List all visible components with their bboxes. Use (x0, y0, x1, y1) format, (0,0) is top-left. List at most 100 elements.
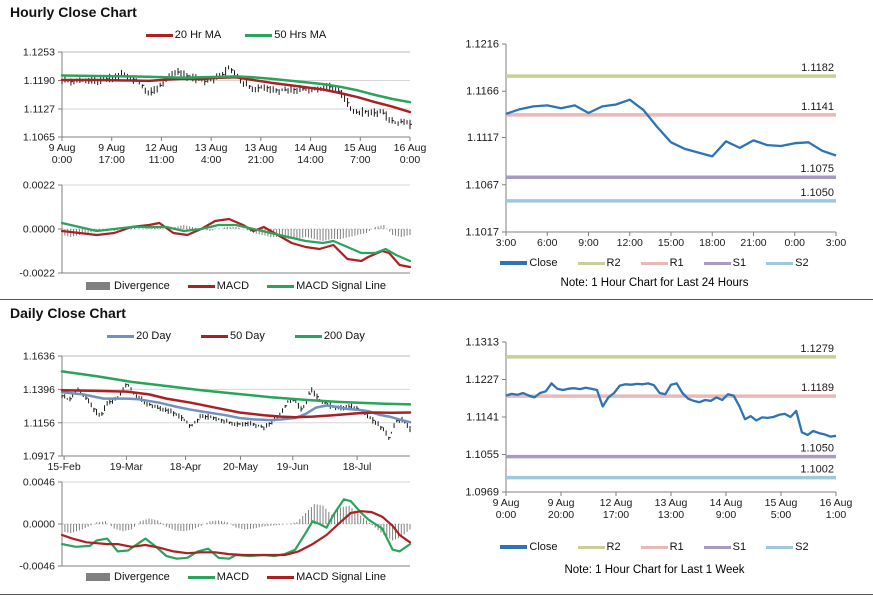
legend-item-divergence: Divergence (86, 280, 170, 292)
svg-text:11:00: 11:00 (149, 154, 175, 166)
svg-text:1.1313: 1.1313 (465, 337, 499, 349)
svg-text:15 Aug: 15 Aug (765, 497, 798, 509)
svg-text:14 Aug: 14 Aug (710, 497, 743, 509)
line-swatch (201, 334, 228, 338)
hourly-ma-legend: 20 Hr MA 50 Hrs MA (60, 29, 412, 41)
legend-label: S1 (732, 257, 747, 269)
line-swatch (187, 284, 215, 288)
svg-text:3:00: 3:00 (496, 237, 517, 249)
legend-item-r2: R2 (577, 541, 621, 553)
svg-text:14 Aug: 14 Aug (294, 142, 327, 154)
svg-text:15-Feb: 15-Feb (47, 461, 80, 473)
svg-text:7:00: 7:00 (350, 154, 371, 166)
hourly-macd-chart: 0.0022 0.0000 -0.0022 (19, 180, 412, 280)
daily-macd-legend: Divergence MACD MACD Signal Line (60, 571, 412, 583)
line-swatch (640, 261, 668, 265)
line-swatch (766, 261, 794, 265)
legend-label: R2 (606, 541, 621, 553)
svg-text:1.1117: 1.1117 (467, 132, 499, 144)
svg-text:13 Aug: 13 Aug (195, 142, 228, 154)
svg-text:1.1017: 1.1017 (465, 227, 499, 239)
svg-text:9 Aug: 9 Aug (98, 142, 125, 154)
legend-item-s2: S2 (766, 541, 809, 553)
legend-label: R1 (669, 257, 684, 269)
svg-text:0.0000: 0.0000 (23, 224, 55, 236)
legend-label: S1 (732, 541, 747, 553)
legend-item-r1: R1 (640, 541, 684, 553)
svg-text:1.1253: 1.1253 (23, 47, 55, 59)
svg-text:1.1166: 1.1166 (466, 86, 499, 98)
legend-item-200day: 200 Day (294, 330, 365, 342)
legend-label: 200 Day (323, 330, 365, 342)
svg-text:14:00: 14:00 (297, 154, 323, 166)
legend-label: R1 (669, 541, 684, 553)
hourly-pivot-note: Note: 1 Hour Chart for Last 24 Hours (560, 277, 749, 289)
bar-swatch (86, 573, 111, 581)
legend-item-s1: S1 (703, 541, 747, 553)
svg-text:1.1636: 1.1636 (23, 351, 55, 363)
hourly-section-title: Hourly Close Chart (10, 4, 137, 20)
legend-label: MACD (216, 280, 250, 292)
svg-text:1.1216: 1.1216 (465, 39, 499, 51)
svg-text:-0.0046: -0.0046 (19, 561, 55, 573)
svg-text:1.1141: 1.1141 (466, 412, 499, 424)
daily-section-title: Daily Close Chart (10, 305, 126, 321)
svg-text:1.1050: 1.1050 (800, 187, 834, 199)
svg-text:1.1127: 1.1127 (24, 103, 55, 115)
svg-text:17:00: 17:00 (99, 154, 125, 166)
hourly-macd-legend: Divergence MACD MACD Signal Line (60, 280, 412, 292)
line-swatch (267, 575, 295, 579)
svg-text:1.1156: 1.1156 (24, 417, 55, 429)
legend-item-macd-signal: MACD Signal Line (267, 280, 386, 292)
legend-label: 20 Hr MA (174, 29, 222, 41)
svg-text:1.0969: 1.0969 (465, 487, 499, 499)
line-swatch (766, 545, 794, 549)
legend-item-divergence: Divergence (86, 571, 170, 583)
svg-text:0:00: 0:00 (785, 237, 806, 249)
legend-label: MACD Signal Line (296, 571, 386, 583)
svg-text:3:00: 3:00 (826, 237, 847, 249)
legend-label: MACD Signal Line (296, 280, 386, 292)
svg-text:1.1067: 1.1067 (465, 179, 499, 191)
svg-text:12 Aug: 12 Aug (145, 142, 178, 154)
svg-text:9 Aug: 9 Aug (49, 142, 76, 154)
svg-text:5:00: 5:00 (771, 509, 792, 521)
svg-text:1.1065: 1.1065 (23, 132, 55, 144)
svg-text:1.1396: 1.1396 (23, 384, 55, 396)
bar-swatch (86, 282, 111, 290)
svg-text:0.0022: 0.0022 (23, 180, 55, 192)
svg-text:1.0917: 1.0917 (23, 451, 55, 463)
svg-text:18-Jul: 18-Jul (343, 461, 372, 473)
legend-label: R2 (606, 257, 621, 269)
svg-text:1.1055: 1.1055 (465, 449, 499, 461)
line-swatch (267, 284, 295, 288)
legend-label: 50 Day (230, 330, 265, 342)
legend-label: 20 Day (136, 330, 171, 342)
line-swatch (577, 545, 605, 549)
svg-text:15 Aug: 15 Aug (344, 142, 377, 154)
legend-item-r1: R1 (640, 257, 684, 269)
daily-pivot-legend: Close R2 R1 S1 S2 (436, 541, 873, 553)
line-swatch (703, 261, 731, 265)
svg-text:9:00: 9:00 (578, 237, 599, 249)
svg-text:1.1279: 1.1279 (800, 343, 834, 355)
svg-text:-0.0022: -0.0022 (19, 268, 55, 280)
legend-label: Close (529, 257, 558, 269)
legend-label: Divergence (114, 280, 170, 292)
svg-text:1.1002: 1.1002 (800, 464, 834, 476)
svg-text:9:00: 9:00 (716, 509, 737, 521)
svg-text:13 Aug: 13 Aug (245, 142, 278, 154)
svg-text:21:00: 21:00 (740, 237, 766, 249)
svg-text:0.0046: 0.0046 (23, 477, 55, 489)
svg-text:0:00: 0:00 (52, 154, 73, 166)
daily-macd-chart: 0.0046 0.0000 -0.0046 (19, 477, 412, 573)
legend-item-r2: R2 (577, 257, 621, 269)
page-bottom-divider (0, 594, 873, 595)
svg-text:1:00: 1:00 (826, 509, 847, 521)
line-swatch (500, 545, 528, 549)
svg-text:4:00: 4:00 (201, 154, 222, 166)
svg-text:18:00: 18:00 (699, 237, 725, 249)
